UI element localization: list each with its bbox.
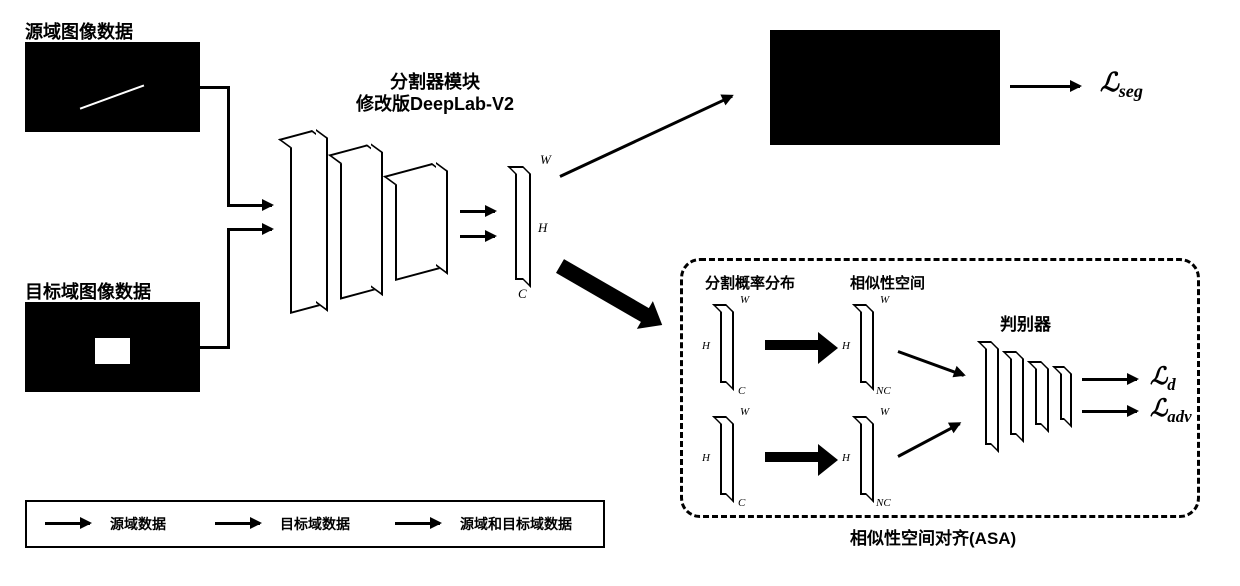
target-image-label: 目标域图像数据 [25, 278, 151, 304]
asa-slab-2a [720, 420, 730, 495]
dim-nc-2b: NC [876, 385, 891, 397]
arrow-asa-2 [765, 452, 820, 462]
arrow-asa-1 [765, 340, 820, 350]
l-seg-sub: seg [1119, 81, 1143, 101]
disc-slab-3 [1035, 365, 1045, 425]
dim-w-2a: W [740, 294, 749, 306]
l-seg-sym: ℒ [1100, 68, 1119, 97]
disc-slab-1 [985, 345, 995, 445]
source-image [25, 42, 200, 132]
l-adv-sub: adv [1167, 407, 1191, 426]
asa-slab-1a [720, 308, 730, 383]
arrow-seg-to-out-1 [460, 210, 495, 213]
dim-h-3b: H [842, 452, 850, 464]
dim-h-2b: H [842, 340, 850, 352]
asa-title: 相似性空间对齐(ASA) [850, 524, 1016, 549]
l-d-sym: ℒ [1150, 364, 1167, 390]
disc-slab-4 [1060, 370, 1068, 420]
dim-h-2a: H [702, 340, 710, 352]
seg-slab-1 [290, 136, 320, 314]
segmenter-title2: 修改版DeepLab-V2 [345, 90, 525, 116]
sim-space-label: 相似性空间 [850, 272, 925, 293]
black-rect [770, 30, 1000, 145]
dim-c-1: C [518, 286, 527, 302]
disc-slab-2 [1010, 355, 1020, 435]
dim-w-3b: W [880, 406, 889, 418]
asa-slab-2b [860, 420, 870, 495]
elbow-src-v [227, 86, 230, 206]
asa-box [680, 258, 1200, 518]
elbow-src-h [200, 86, 230, 89]
target-image [25, 302, 200, 392]
l-adv-sym: ℒ [1150, 396, 1167, 422]
legend-arrow-2 [215, 522, 260, 525]
source-image-label: 源域图像数据 [25, 18, 133, 44]
seg-slab-3 [395, 169, 440, 281]
l-d-sub: d [1167, 375, 1175, 394]
dim-w-1: W [540, 152, 551, 168]
dim-w-3a: W [740, 406, 749, 418]
arrow-seg-to-out-2 [460, 235, 495, 238]
legend-arrow-3 [395, 522, 440, 525]
dim-c-2a: C [738, 385, 745, 397]
legend-arrow-1 [45, 522, 90, 525]
dim-nc-3b: NC [876, 497, 891, 509]
discriminator-label: 判别器 [1000, 310, 1051, 335]
arrow-to-segloss [559, 95, 732, 178]
seg-slab-2 [340, 150, 375, 299]
l-adv-label: ℒadv [1150, 394, 1192, 427]
l-d-label: ℒd [1150, 362, 1176, 395]
legend-target: 目标域数据 [280, 514, 350, 534]
dim-w-2b: W [880, 294, 889, 306]
arrow-to-ladv [1082, 410, 1137, 413]
legend-both: 源域和目标域数据 [460, 514, 572, 534]
dim-h-1: H [538, 220, 547, 236]
elbow-tgt-h [200, 346, 230, 349]
seg-prob-label: 分割概率分布 [705, 272, 795, 293]
seg-output-slab [515, 170, 527, 280]
legend-source: 源域数据 [110, 514, 166, 534]
arrow-tgt-to-seg [227, 228, 272, 231]
arrow-to-ld [1082, 378, 1137, 381]
arrow-to-lseg [1010, 85, 1080, 88]
dim-c-3a: C [738, 497, 745, 509]
asa-slab-1b [860, 308, 870, 383]
elbow-tgt-v [227, 228, 230, 349]
dim-h-3a: H [702, 452, 710, 464]
arrow-src-to-seg [227, 204, 272, 207]
arrow-thick-to-asa [556, 259, 651, 323]
l-seg-label: ℒseg [1100, 68, 1143, 102]
